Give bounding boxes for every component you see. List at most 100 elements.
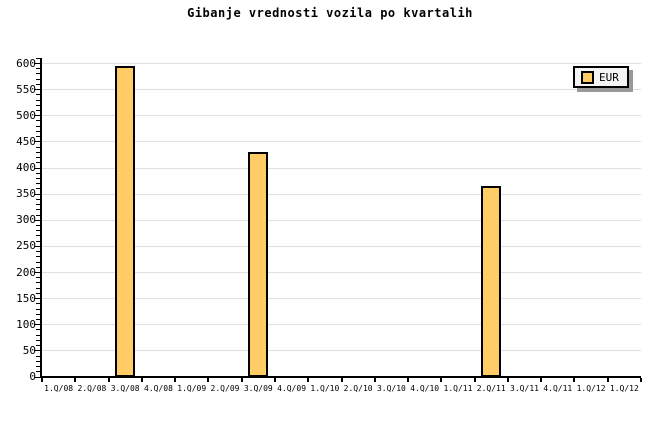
y-axis-tick [34, 219, 40, 221]
y-axis-tick [36, 73, 40, 75]
y-axis-tick [36, 339, 40, 341]
x-axis-label: 3.Q/10 [376, 384, 406, 393]
x-axis-tick [340, 378, 343, 382]
x-axis-label: 1.Q/12 [609, 384, 639, 393]
x-axis-tick [573, 378, 576, 382]
y-axis-tick [36, 308, 40, 310]
x-axis-label: 2.Q/10 [343, 384, 373, 393]
gridline [42, 272, 641, 273]
x-axis-label: 2.Q/11 [476, 384, 506, 393]
x-axis-label: 4.Q/10 [410, 384, 440, 393]
x-axis-tick [606, 378, 609, 382]
gridline [42, 350, 641, 352]
y-axis-tick [34, 245, 40, 247]
chart-title: Gibanje vrednosti vozila po kvartalih [187, 6, 473, 20]
y-axis-label: 150 [16, 291, 36, 305]
y-axis-tick [36, 292, 40, 294]
x-axis-label: 4.Q/09 [277, 384, 307, 393]
x-axis-tick [407, 378, 410, 382]
y-axis-tick [36, 360, 40, 362]
y-axis-tick [36, 120, 40, 122]
y-axis-tick [36, 277, 40, 279]
y-axis-line [40, 58, 42, 378]
x-axis-label: 2.Q/08 [77, 384, 107, 393]
y-axis-tick [36, 319, 40, 321]
y-axis-label: 200 [16, 265, 36, 279]
legend-swatch-eur [581, 70, 594, 84]
y-axis-tick [36, 183, 40, 185]
y-axis-tick [36, 235, 40, 237]
y-axis-tick [34, 350, 40, 352]
x-axis-label: 2.Q/09 [210, 384, 240, 393]
y-axis-tick [34, 272, 40, 273]
x-axis-tick [506, 378, 509, 382]
y-axis-tick [36, 345, 40, 347]
gridline [42, 63, 641, 64]
y-axis-tick [36, 130, 40, 132]
x-axis-tick [373, 378, 376, 382]
y-axis-tick [36, 329, 40, 331]
y-axis-label: 400 [16, 161, 36, 174]
x-axis-label: 1.Q/08 [44, 384, 74, 393]
bar-2.Q/11 [481, 186, 502, 377]
y-axis-tick [34, 115, 40, 117]
y-axis-label: 450 [16, 134, 36, 148]
x-axis-tick [307, 378, 310, 382]
y-axis-label: 300 [16, 213, 36, 227]
x-axis-label: 1.Q/11 [443, 384, 473, 393]
y-axis-tick [34, 167, 40, 169]
y-axis-tick [36, 209, 40, 211]
y-axis-tick [36, 125, 40, 127]
x-axis-tick [240, 378, 243, 382]
y-axis-tick [36, 214, 40, 216]
x-axis-tick [207, 378, 210, 382]
y-axis-tick [36, 104, 40, 106]
y-axis-tick [36, 57, 40, 59]
bar-3.Q/09 [248, 152, 269, 377]
x-axis-label: 3.Q/08 [110, 384, 140, 393]
y-axis-tick [36, 251, 40, 253]
y-axis-tick [36, 303, 40, 305]
x-axis-label: 3.Q/11 [510, 384, 539, 393]
gridline [42, 324, 641, 326]
y-axis-tick [36, 230, 40, 232]
x-axis-label: 1.Q/09 [177, 384, 207, 393]
y-axis-tick [36, 99, 40, 101]
y-axis-tick [36, 224, 40, 226]
y-axis-label: 100 [16, 317, 36, 331]
y-axis-tick [34, 63, 40, 64]
gridline [42, 245, 641, 247]
gridline [42, 298, 641, 300]
x-axis-label: 4.Q/08 [144, 384, 173, 393]
y-axis-tick [36, 78, 40, 80]
y-axis-tick [36, 177, 40, 179]
gridline [42, 167, 641, 169]
y-axis-tick [36, 151, 40, 153]
y-axis-tick [36, 282, 40, 284]
x-axis-label: 1.Q/12 [576, 384, 606, 393]
y-axis-label: 0 [29, 370, 36, 383]
y-axis-label: 250 [16, 239, 36, 253]
y-axis-tick [34, 324, 40, 326]
y-axis-tick [36, 68, 40, 70]
x-axis-tick [140, 378, 143, 382]
x-axis-label: 3.Q/09 [243, 384, 273, 393]
y-axis-tick [36, 110, 40, 112]
gridline [42, 89, 641, 91]
y-axis-tick [36, 136, 40, 138]
y-axis-tick [36, 162, 40, 164]
y-axis-tick [34, 141, 40, 143]
gridline [42, 193, 641, 195]
x-axis-tick [74, 378, 77, 382]
gridline [42, 115, 641, 117]
y-axis-tick [36, 366, 40, 368]
y-axis-tick [36, 313, 40, 315]
y-axis-tick [36, 94, 40, 96]
x-axis-tick [640, 378, 642, 382]
y-axis-tick [36, 204, 40, 206]
y-axis-tick [34, 193, 40, 195]
legend-label-eur: EUR [599, 70, 619, 84]
y-axis-label: 600 [16, 56, 36, 70]
y-axis-label: 500 [16, 108, 36, 122]
x-axis-tick [174, 378, 177, 382]
